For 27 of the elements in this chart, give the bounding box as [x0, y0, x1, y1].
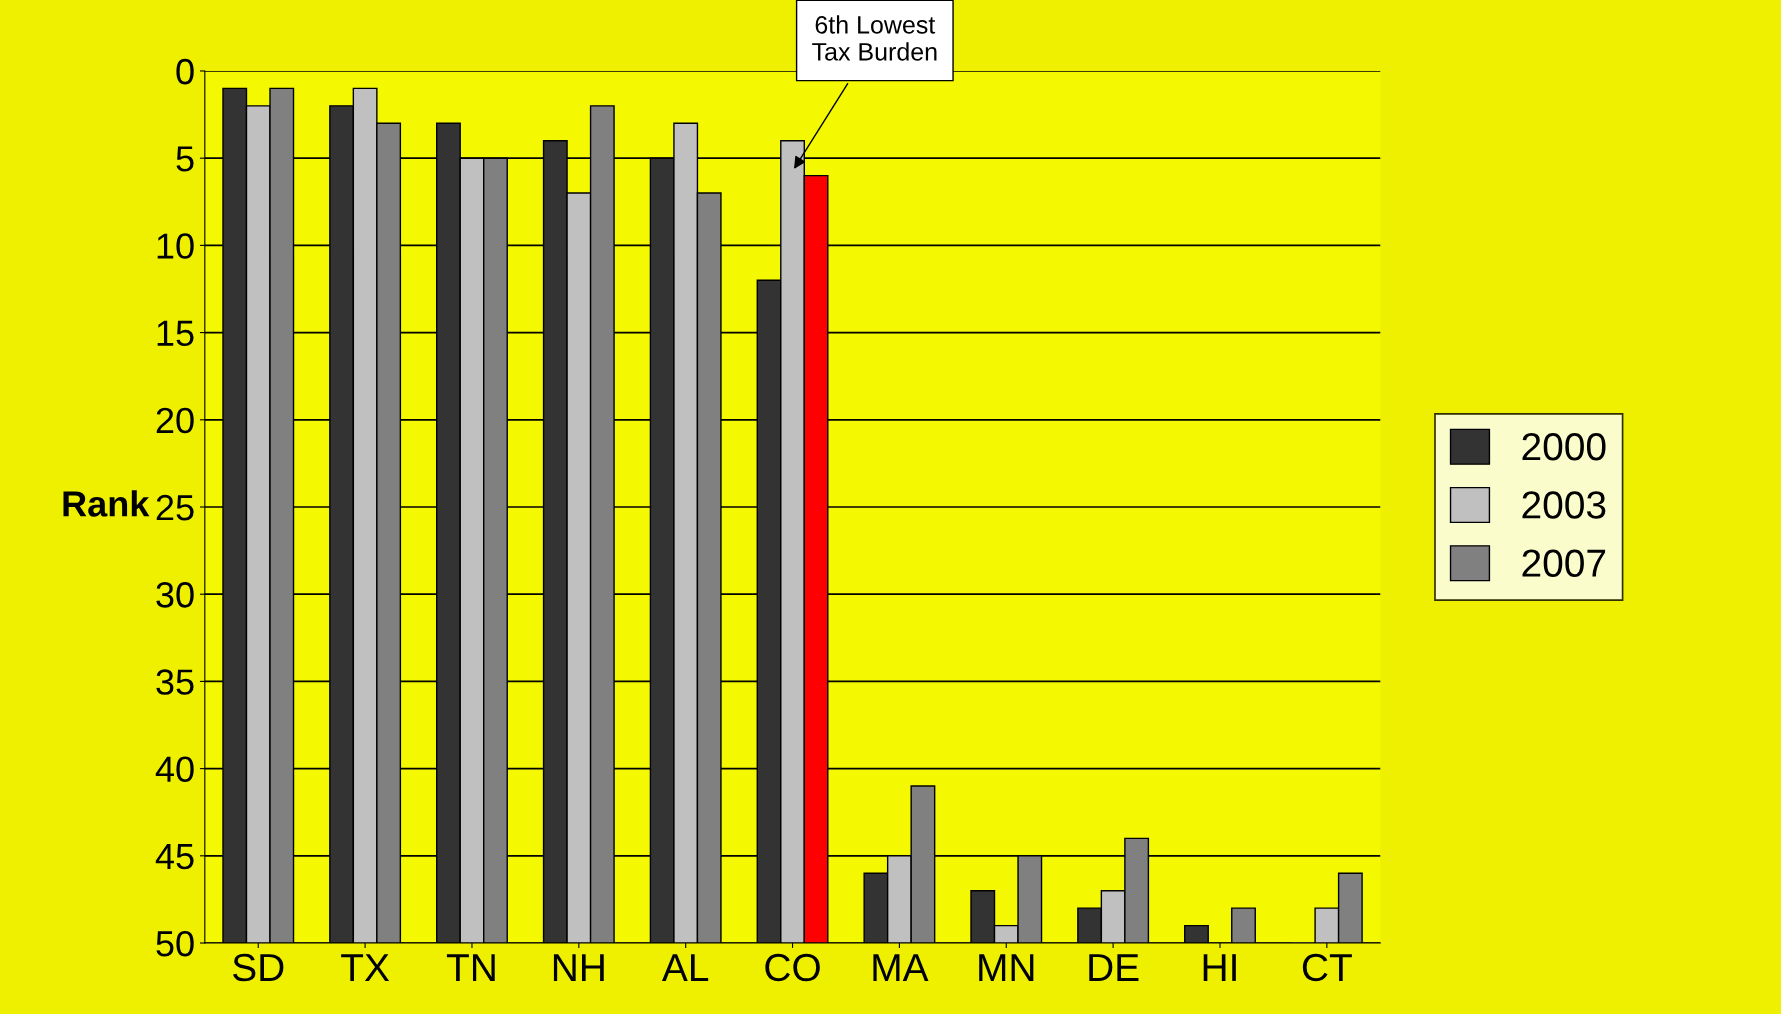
y-tick-label: 5: [176, 146, 194, 172]
x-tick-label: DE: [1089, 954, 1139, 981]
x-tick-label: TX: [341, 954, 390, 981]
x-tick-label: MN: [979, 954, 1034, 981]
y-tick-label: 0: [176, 58, 194, 85]
x-tick-label: HI: [1203, 954, 1236, 981]
y-tick-label: 15: [157, 320, 194, 347]
x-tick-label: CT: [1302, 953, 1352, 982]
y-tick-label: 30: [156, 582, 194, 608]
y-tick-label: 40: [155, 756, 194, 783]
x-tick-label: SD: [233, 953, 284, 982]
x-tick-label: TN: [446, 954, 495, 981]
y-tick-label: 20: [156, 407, 194, 434]
legend-label: 2003: [1522, 491, 1606, 519]
y-tick-label: 50: [156, 930, 194, 957]
y-tick-label: 25: [156, 494, 194, 521]
x-tick-label: CO: [765, 953, 820, 982]
text: 6th Lowest Tax Burden: [812, 15, 937, 61]
y-tick-label: 10: [157, 233, 194, 259]
legend-label: 2007: [1522, 549, 1606, 577]
y-tick-label: 45: [155, 844, 194, 870]
y-tick-label: 35: [156, 669, 194, 695]
x-tick-label: NH: [553, 954, 604, 981]
y-axis-title: Rank: [63, 490, 150, 517]
x-tick-label: MA: [873, 954, 929, 981]
x-tick-label: AL: [661, 954, 709, 981]
legend-label: 2000: [1522, 432, 1606, 461]
